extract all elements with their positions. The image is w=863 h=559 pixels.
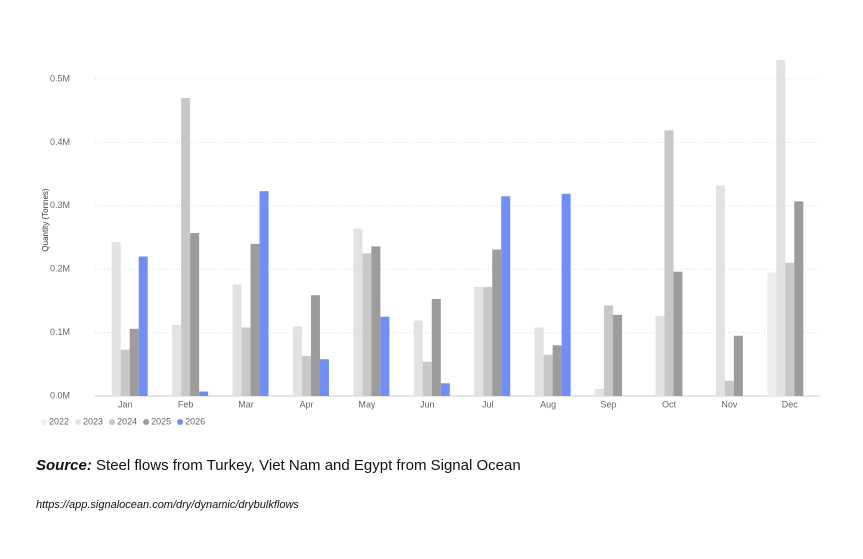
legend-label: 2024	[117, 416, 137, 426]
bar	[241, 327, 251, 396]
legend-marker	[143, 419, 150, 425]
y-tick-label: 0.1M	[50, 327, 70, 337]
x-tick-label: Nov	[721, 399, 738, 409]
legend-label: 2023	[83, 416, 103, 426]
x-tick-label: Feb	[178, 399, 194, 409]
bar	[440, 383, 450, 396]
bar	[595, 389, 605, 396]
source-url: https://app.signalocean.com/dry/dynamic/…	[36, 499, 299, 511]
y-axis-title: Quantity (Tonnes)	[41, 188, 50, 251]
legend-marker	[41, 419, 47, 425]
y-tick-label: 0.4M	[50, 137, 70, 147]
legend-marker	[75, 419, 82, 425]
bar	[310, 295, 320, 396]
x-tick-label: Jul	[482, 399, 494, 409]
source: Source: Steel flows from Turkey, Viet Na…	[36, 457, 521, 474]
bar	[371, 246, 381, 396]
bar	[353, 228, 363, 396]
legend-marker	[109, 419, 116, 425]
x-tick-label: May	[358, 399, 376, 409]
bar	[259, 191, 269, 396]
bar	[613, 314, 623, 396]
bar	[785, 262, 795, 396]
y-tick-label: 0.0M	[50, 390, 70, 400]
bar	[655, 316, 665, 396]
source-text: Steel flows from Turkey, Viet Nam and Eg…	[96, 457, 521, 474]
bar	[501, 196, 511, 396]
bar	[673, 271, 683, 396]
bar	[120, 349, 130, 396]
source-label: Source:	[36, 457, 92, 474]
legend-marker	[177, 419, 184, 425]
bar	[543, 354, 553, 396]
x-tick-label: Mar	[238, 399, 254, 409]
bar	[138, 256, 148, 396]
bar	[724, 380, 734, 396]
legend-label: 2026	[185, 416, 205, 426]
chart: Quantity (Tonnes) 0.0M 0.1M 0.2M 0.3M 0.4M 0.…	[41, 59, 820, 426]
bar	[767, 272, 777, 396]
x-tick-label: Sep	[601, 399, 617, 409]
bar	[552, 345, 562, 396]
bar	[604, 305, 614, 396]
bar	[232, 284, 242, 396]
y-tick-label: 0.5M	[50, 73, 70, 83]
y-tick-label: 0.2M	[50, 264, 70, 274]
bar	[664, 130, 674, 396]
bar	[111, 241, 121, 396]
bar	[431, 298, 441, 396]
bar	[413, 320, 423, 396]
bar	[492, 249, 502, 396]
legend-label: 2022	[49, 416, 69, 426]
x-tick-label: Oct	[662, 399, 677, 409]
bar	[301, 356, 311, 396]
bar	[190, 233, 200, 396]
y-tick-label: 0.3M	[50, 200, 70, 210]
bar	[362, 253, 372, 396]
bar	[181, 98, 191, 397]
bar	[380, 316, 390, 396]
bar	[129, 328, 139, 396]
x-tick-label: Aug	[540, 399, 556, 409]
bar	[292, 326, 302, 396]
bar	[422, 361, 432, 396]
x-tick-label: Jun	[420, 399, 435, 409]
bar	[474, 286, 484, 396]
bar	[172, 324, 182, 396]
bar	[715, 185, 725, 396]
bar	[794, 201, 804, 396]
bar	[561, 193, 571, 396]
bar	[733, 335, 743, 396]
x-tick-label: Jan	[118, 399, 133, 409]
x-tick-label: Dec	[782, 399, 799, 409]
legend-label: 2025	[151, 416, 171, 426]
bar	[483, 286, 493, 396]
bar	[319, 359, 329, 396]
bar	[776, 59, 786, 396]
bar	[250, 243, 260, 396]
bar	[534, 327, 544, 396]
bar	[199, 391, 209, 396]
x-tick-label: Apr	[299, 399, 313, 409]
